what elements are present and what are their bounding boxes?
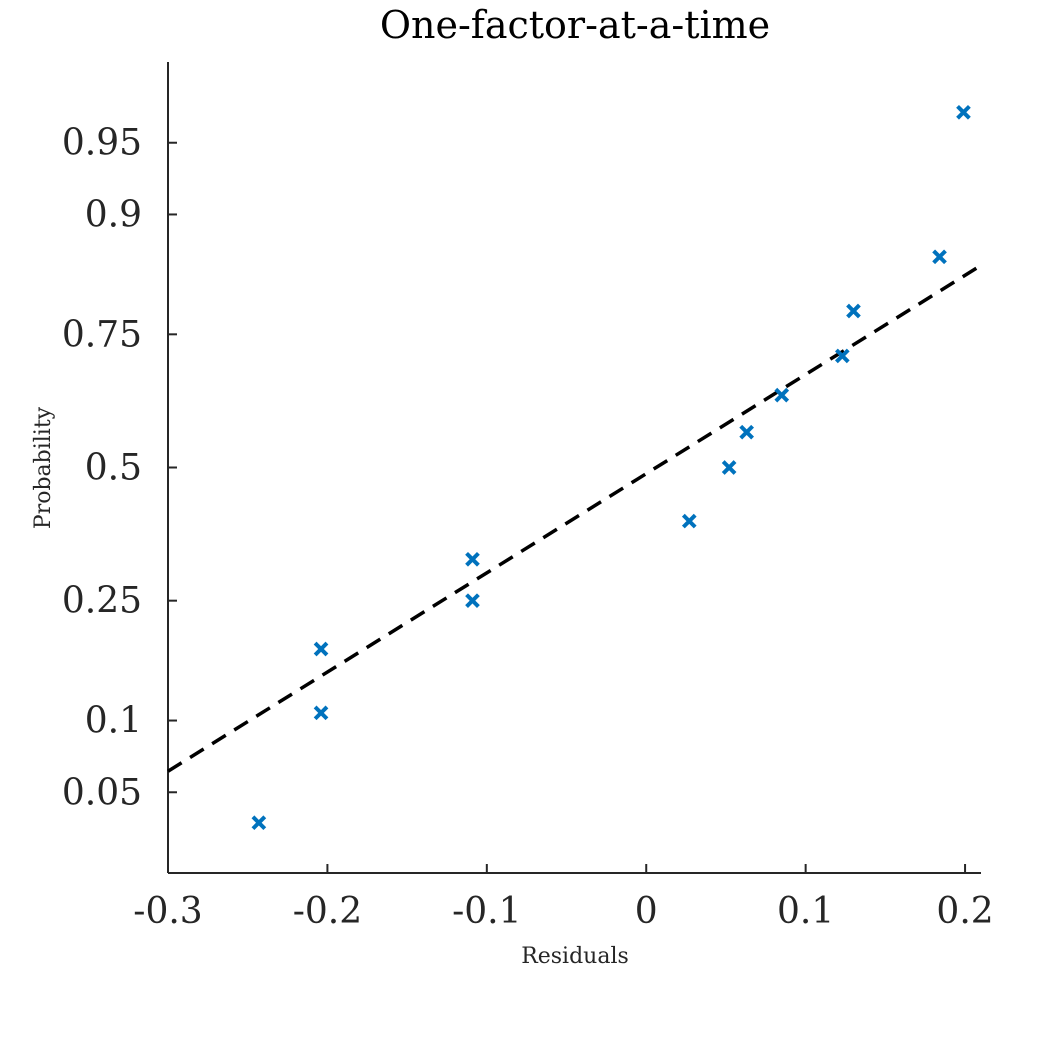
data-point — [465, 551, 480, 567]
y-tick-label: 0.25 — [62, 581, 142, 622]
y-tick-label: 0.75 — [62, 314, 142, 355]
data-point — [956, 104, 971, 120]
axes — [167, 62, 981, 874]
data-point — [313, 641, 329, 657]
x-tick-label: 0.1 — [777, 891, 834, 932]
y-axis-label: Probability — [31, 406, 56, 529]
y-axis-ticks: 0.05 0.1 0.25 0.5 0.75 0.9 0.95 — [62, 123, 177, 813]
data-point — [846, 303, 861, 319]
data-point — [721, 460, 737, 475]
y-tick-label: 0.9 — [85, 194, 142, 235]
data-point — [251, 815, 267, 831]
y-tick-label: 0.5 — [85, 448, 142, 489]
fit-line — [167, 263, 982, 773]
x-axis-ticks: -0.3 -0.2 -0.1 0 0.1 0.2 — [133, 864, 994, 932]
data-point — [739, 424, 754, 440]
y-tick-label: 0.05 — [62, 772, 142, 813]
data-point — [774, 387, 790, 403]
x-axis-label: Residuals — [521, 944, 629, 969]
y-tick-label: 0.1 — [85, 701, 142, 742]
fit-line-group — [167, 263, 982, 773]
x-tick-label: -0.3 — [133, 891, 202, 932]
x-tick-label: -0.1 — [452, 891, 521, 932]
x-tick-label: -0.2 — [293, 891, 362, 932]
data-point — [313, 705, 329, 721]
data-point — [465, 593, 480, 609]
data-point — [681, 513, 697, 529]
x-tick-label: 0.2 — [936, 891, 993, 932]
data-points — [251, 104, 971, 831]
data-point — [834, 348, 850, 364]
x-tick-label: 0 — [635, 891, 658, 932]
y-tick-label: 0.95 — [62, 123, 142, 164]
data-point — [932, 249, 947, 265]
chart-title: One-factor-at-a-time — [380, 3, 770, 47]
